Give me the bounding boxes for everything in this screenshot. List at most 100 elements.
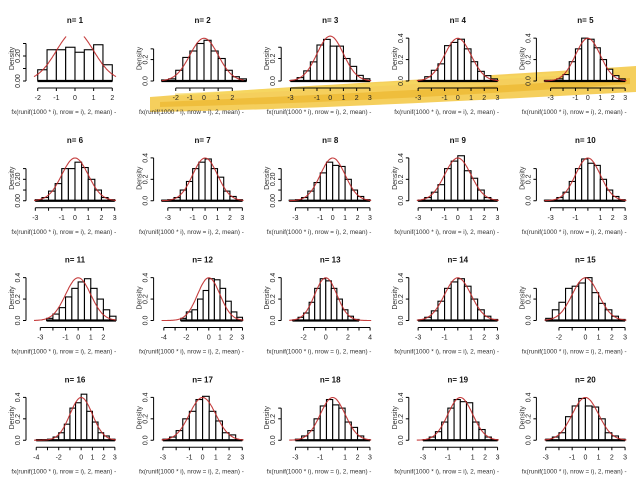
normal-density-curve: [289, 277, 372, 322]
panel-title: n= 20: [575, 375, 596, 384]
x-tick-label: -2: [56, 454, 62, 461]
histogram-bar: [593, 164, 601, 202]
panel-20: n= 20 0.0 0.2 0.4 Density -3 -1 0 1 2 3 fx(runif(10…: [519, 375, 627, 475]
panel-title: n= 11: [65, 256, 86, 265]
histogram-bar: [46, 49, 57, 82]
x-tick-label: 2: [482, 95, 486, 102]
x-tick-label: 1: [341, 95, 345, 102]
y-tick-label: 0.4: [143, 392, 150, 402]
histogram-bar: [63, 423, 71, 441]
x-tick-label: 1: [218, 335, 222, 342]
x-tick-label: 1: [90, 454, 94, 461]
panel-11: n= 11 0.0 0.2 0.4 Density -3 -1 0 1 2 fx(runif(100…: [9, 256, 117, 356]
y-tick-label: 0.4: [525, 33, 532, 43]
x-tick-label: 3: [240, 454, 244, 461]
x-tick-label: 1: [343, 215, 347, 222]
normal-density-curve: [161, 157, 244, 202]
histogram-bar: [598, 418, 606, 441]
x-tick-label: -1: [445, 454, 451, 461]
x-tick-label: 0: [583, 454, 587, 461]
histogram-bar: [195, 398, 204, 441]
x-tick-label: 2: [482, 335, 486, 342]
y-tick-label: 0.0: [270, 316, 277, 326]
histogram-bar: [319, 278, 327, 322]
histogram-bar: [591, 292, 600, 322]
normal-density-curve: [416, 157, 499, 201]
normal-density-curve: [544, 396, 627, 441]
histogram-bar: [86, 410, 93, 441]
histogram-bar: [67, 168, 76, 202]
x-tick-label: 3: [496, 95, 500, 102]
y-tick-label: 0.00: [270, 194, 277, 208]
normal-density-curve: [289, 157, 372, 202]
x-tick-label: -1: [314, 95, 320, 102]
histogram-bar: [313, 418, 321, 441]
x-axis-label: fx(runif(1000 * i), nrow = i), 2, mean) …: [11, 468, 116, 475]
normal-density-curve: [289, 396, 372, 441]
y-tick-label: 0.2: [398, 414, 405, 424]
histogram-bar: [459, 401, 468, 441]
histogram-bar: [453, 398, 461, 441]
x-tick-label: 3: [240, 215, 244, 222]
panel-title: n= 1: [67, 16, 84, 25]
histogram-bar: [463, 285, 472, 322]
x-tick-label: -3: [287, 95, 293, 102]
histogram-bar: [307, 190, 315, 202]
x-tick-label: -1: [572, 95, 578, 102]
y-axis-label: Density: [9, 286, 16, 310]
panel-7: n= 7 0.0 0.2 0.4 Density -3 -1 0 1 2 3 fx(runif(100…: [137, 136, 245, 236]
x-tick-label: 2: [611, 215, 615, 222]
x-tick-label: 1: [86, 215, 90, 222]
y-axis-label: Density: [264, 406, 271, 430]
x-axis-label: fx(runif(1000 * i), nrow = i), 2, mean) …: [139, 229, 244, 236]
panel-title: n= 5: [577, 16, 594, 25]
panel-13: n= 13 0.0 0.2 0.4 Density -2 0 2 4 fx(runif(1000 …: [264, 256, 372, 356]
normal-density-curve: [544, 157, 627, 202]
x-axis-label: fx(runif(1000 * i), nrow = i), 2, mean) …: [11, 229, 116, 236]
x-axis-label: fx(runif(1000 * i), nrow = i), 2, mean) …: [267, 468, 372, 475]
x-tick-label: -3: [415, 335, 421, 342]
histogram-bar: [74, 51, 85, 82]
highlighter-stroke: [150, 66, 636, 112]
y-axis-label: Density: [519, 46, 526, 70]
x-tick-label: 0: [79, 454, 83, 461]
y-tick-label: 0.2: [15, 414, 22, 424]
x-tick-label: 0: [324, 335, 328, 342]
x-axis-label: fx(runif(1000 * i), nrow = i), 2, mean) …: [394, 229, 499, 236]
histogram-bar: [307, 430, 315, 441]
x-axis-label: fx(runif(1000 * i), nrow = i), 2, mean) …: [267, 109, 372, 116]
x-axis-label: fx(runif(1000 * i), nrow = i), 2, mean) …: [394, 349, 499, 356]
x-tick-label: 1: [598, 95, 602, 102]
histogram-bar: [457, 38, 465, 82]
y-tick-label: 0.0: [143, 316, 150, 326]
y-tick-label: 0.0: [15, 435, 22, 445]
x-tick-label: 1: [343, 454, 347, 461]
x-tick-label: -1: [441, 215, 447, 222]
x-tick-label: -3: [32, 215, 38, 222]
histogram-bar: [450, 281, 459, 322]
normal-density-curve: [289, 35, 372, 82]
histogram-bar: [188, 410, 197, 441]
panel-title: n= 8: [322, 136, 339, 145]
normal-density-curve: [544, 277, 627, 321]
panel-title: n= 12: [192, 256, 213, 265]
x-tick-label: -1: [441, 95, 447, 102]
x-tick-label: -4: [33, 454, 39, 461]
y-axis-label: Density: [9, 166, 16, 190]
x-tick-label: 4: [368, 335, 372, 342]
normal-density-curve: [161, 396, 244, 441]
x-axis-label: fx(runif(1000 * i), nrow = i), 2, mean) …: [394, 468, 499, 475]
normal-density-curve: [544, 37, 627, 82]
x-tick-label: 2: [99, 215, 103, 222]
panel-title: n= 6: [67, 136, 84, 145]
y-tick-label: 0.0: [525, 196, 532, 206]
y-tick-label: 0.4: [398, 33, 405, 43]
y-tick-label: 0.4: [15, 392, 22, 402]
y-tick-label: 0.2: [270, 54, 277, 64]
y-axis-label: Density: [137, 406, 144, 430]
histogram-bar: [325, 280, 332, 322]
x-tick-label: -3: [547, 95, 553, 102]
